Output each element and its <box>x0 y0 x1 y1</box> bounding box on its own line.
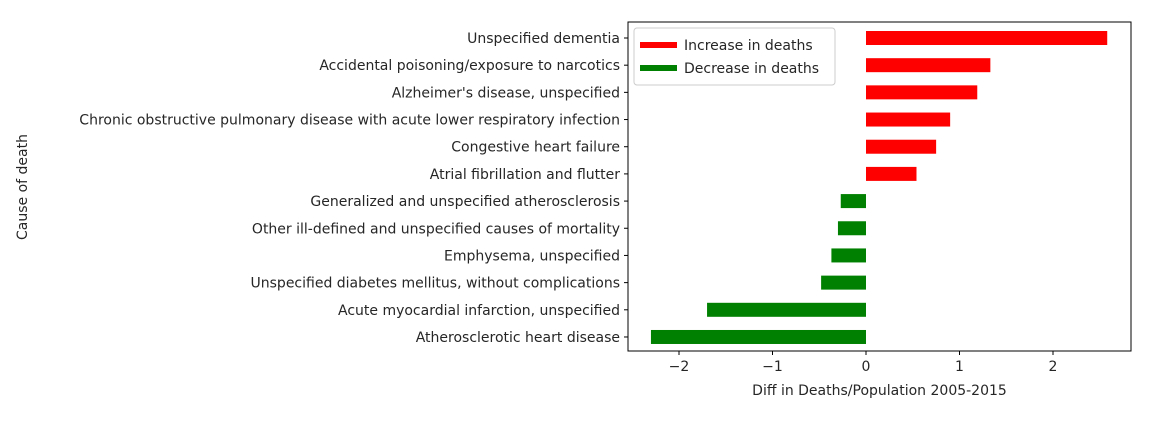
bar-1 <box>866 58 991 73</box>
bar-4 <box>866 139 937 154</box>
y-axis-label: Cause of death <box>15 134 31 240</box>
category-label: Unspecified diabetes mellitus, without c… <box>251 276 620 292</box>
category-label: Accidental poisoning/exposure to narcoti… <box>319 58 620 74</box>
legend-label-increase: Increase in deaths <box>684 38 813 54</box>
bar-10 <box>707 302 866 317</box>
legend-box <box>633 27 836 86</box>
category-label: Atrial fibrillation and flutter <box>430 167 620 183</box>
category-label: Congestive heart failure <box>451 140 620 156</box>
x-tick-label: 2 <box>1049 359 1058 375</box>
category-label: Acute myocardial infarction, unspecified <box>338 303 620 319</box>
category-label: Chronic obstructive pulmonary disease wi… <box>79 113 620 129</box>
category-label: Alzheimer's disease, unspecified <box>392 85 620 101</box>
legend-label-decrease: Decrease in deaths <box>684 61 819 77</box>
bar-8 <box>831 248 866 263</box>
bars-group <box>650 31 1108 344</box>
x-tick-label: 0 <box>862 359 871 375</box>
plot-frame <box>627 21 1132 352</box>
x-tick-label: 1 <box>955 359 964 375</box>
category-labels: Unspecified dementia Accidental poisoning… <box>79 31 628 346</box>
bar-2 <box>866 85 978 100</box>
category-label: Emphysema, unspecified <box>444 248 620 264</box>
bar-7 <box>837 221 866 236</box>
category-label: Unspecified dementia <box>467 31 620 47</box>
bar-6 <box>840 194 866 209</box>
x-tick-label: −2 <box>669 359 690 375</box>
bar-9 <box>821 275 866 290</box>
category-label: Other ill-defined and unspecified causes… <box>252 221 620 237</box>
x-axis-label: Diff in Deaths/Population 2005-2015 <box>752 383 1007 399</box>
category-label: Atherosclerotic heart disease <box>416 330 620 346</box>
x-axis-ticks: −2 −1 0 1 2 <box>669 351 1058 375</box>
category-label: Generalized and unspecified atherosclero… <box>310 194 620 210</box>
bar-0 <box>866 31 1108 45</box>
legend: Increase in deaths Decrease in deaths <box>633 27 836 86</box>
x-tick-label: −1 <box>762 359 783 375</box>
bar-3 <box>866 112 951 127</box>
bar-5 <box>866 166 917 181</box>
bar-11 <box>650 329 866 344</box>
